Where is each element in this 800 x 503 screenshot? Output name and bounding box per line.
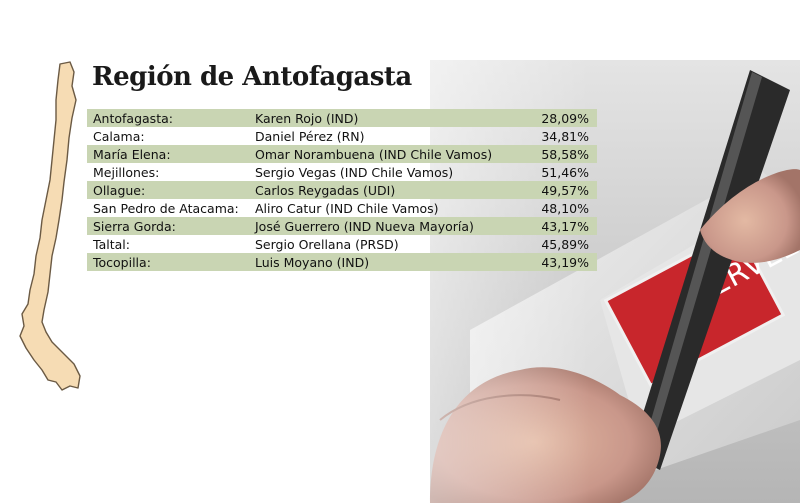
candidate-cell: Karen Rojo (IND) [249, 109, 528, 127]
results-table: Antofagasta: Karen Rojo (IND) 28,09% Cal… [87, 109, 597, 271]
table-row: Ollague: Carlos Reygadas (UDI) 49,57% [87, 181, 597, 199]
municipality-cell: Antofagasta: [87, 109, 249, 127]
table-row: Taltal: Sergio Orellana (PRSD) 45,89% [87, 235, 597, 253]
percent-cell: 51,46% [541, 164, 589, 180]
candidate-cell: Luis Moyano (IND) [249, 253, 528, 271]
municipality-cell: Ollague: [87, 181, 249, 199]
percent-cell: 43,19% [527, 253, 597, 271]
percent-cell: 58,58% [527, 145, 597, 163]
chile-map-icon [19, 61, 81, 391]
table-row: Antofagasta: Karen Rojo (IND) 28,09% [87, 109, 597, 127]
table-row: Tocopilla: Luis Moyano (IND) 43,19% [87, 253, 597, 271]
candidate-cell: Daniel Pérez (RN) [255, 128, 365, 144]
page-title: Región de Antofagasta [92, 62, 412, 92]
percent-cell: 34,81% [541, 128, 589, 144]
percent-cell: 45,89% [541, 236, 589, 252]
percent-cell: 28,09% [527, 109, 597, 127]
candidate-cell: Sergio Orellana (PRSD) [255, 236, 399, 252]
table-row: María Elena: Omar Norambuena (IND Chile … [87, 145, 597, 163]
candidate-cell: Omar Norambuena (IND Chile Vamos) [249, 145, 528, 163]
percent-cell: 49,57% [527, 181, 597, 199]
municipality-cell: Taltal: [93, 236, 130, 252]
candidate-cell: José Guerrero (IND Nueva Mayoría) [249, 217, 528, 235]
candidate-cell: Sergio Vegas (IND Chile Vamos) [255, 164, 454, 180]
municipality-cell: Calama: [93, 128, 145, 144]
table-row: Mejillones: Sergio Vegas (IND Chile Vamo… [87, 163, 597, 181]
table-row: San Pedro de Atacama: Aliro Catur (IND C… [87, 199, 597, 217]
municipality-cell: María Elena: [87, 145, 249, 163]
table-row: Calama: Daniel Pérez (RN) 34,81% [87, 127, 597, 145]
percent-cell: 43,17% [527, 217, 597, 235]
candidate-cell: Carlos Reygadas (UDI) [249, 181, 528, 199]
municipality-cell: Tocopilla: [87, 253, 249, 271]
table-row: Sierra Gorda: José Guerrero (IND Nueva M… [87, 217, 597, 235]
candidate-cell: Aliro Catur (IND Chile Vamos) [255, 200, 439, 216]
municipality-cell: San Pedro de Atacama: [93, 200, 239, 216]
percent-cell: 48,10% [541, 200, 589, 216]
municipality-cell: Sierra Gorda: [87, 217, 249, 235]
municipality-cell: Mejillones: [93, 164, 160, 180]
